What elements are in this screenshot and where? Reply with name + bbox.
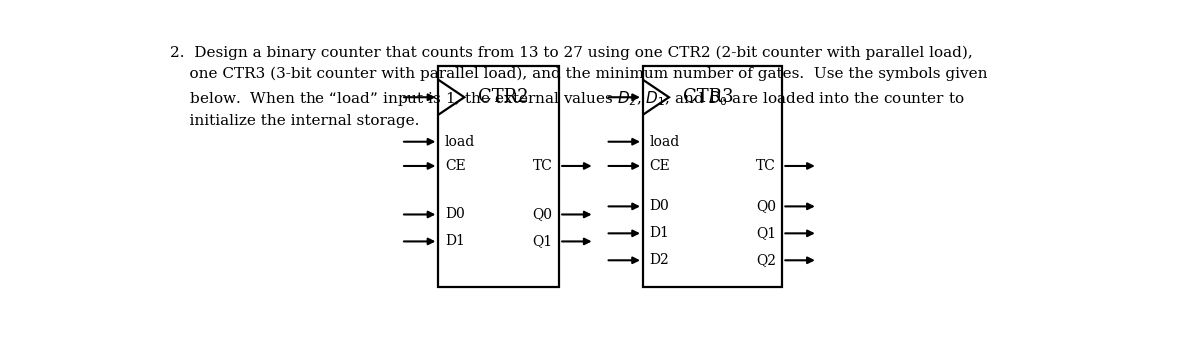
- Text: Q1: Q1: [533, 234, 553, 248]
- Text: Q0: Q0: [533, 208, 553, 222]
- Text: D0: D0: [445, 208, 464, 222]
- Text: CTR2: CTR2: [479, 88, 529, 106]
- Text: CE: CE: [445, 159, 466, 173]
- Bar: [643, 66, 782, 287]
- Text: TC: TC: [533, 159, 553, 173]
- Text: CE: CE: [649, 159, 670, 173]
- Text: D0: D0: [649, 199, 670, 213]
- Text: load: load: [649, 135, 679, 149]
- Text: D1: D1: [649, 226, 670, 240]
- Text: CTR3: CTR3: [683, 88, 733, 106]
- Text: load: load: [445, 135, 475, 149]
- Text: 2.  Design a binary counter that counts from 13 to 27 using one CTR2 (2-bit coun: 2. Design a binary counter that counts f…: [170, 46, 988, 128]
- Bar: [438, 66, 559, 287]
- Text: TC: TC: [756, 159, 776, 173]
- Text: Q2: Q2: [756, 253, 776, 267]
- Text: Q1: Q1: [756, 226, 776, 240]
- Text: D1: D1: [445, 234, 464, 248]
- Text: D2: D2: [649, 253, 670, 267]
- Text: Q0: Q0: [756, 199, 776, 213]
